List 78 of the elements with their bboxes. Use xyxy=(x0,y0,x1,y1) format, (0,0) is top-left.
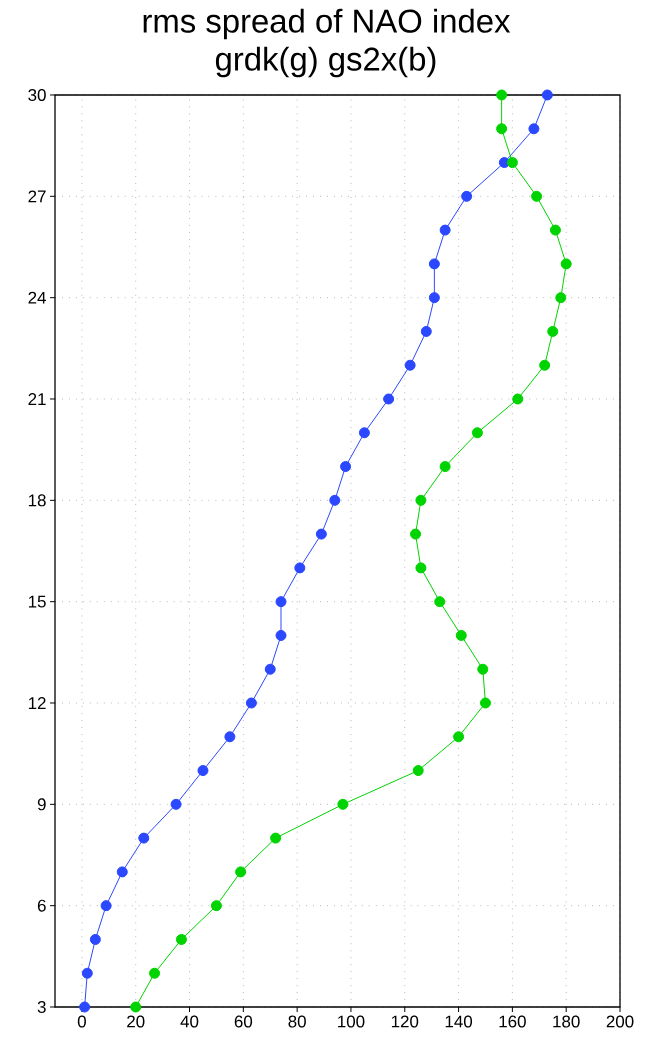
point xyxy=(461,190,473,202)
point xyxy=(555,292,567,304)
point xyxy=(531,190,543,202)
point xyxy=(496,89,508,101)
point xyxy=(116,866,128,878)
point xyxy=(539,359,551,371)
point xyxy=(428,258,440,270)
point xyxy=(170,798,182,810)
point xyxy=(138,832,150,844)
point xyxy=(428,292,440,304)
point xyxy=(404,359,416,371)
y-tick-label: 18 xyxy=(28,494,46,507)
y-tick-label: 6 xyxy=(37,899,46,912)
chart-title: rms spread of NAO index xyxy=(143,8,511,40)
x-tick-label: 140 xyxy=(445,1015,473,1028)
point xyxy=(100,900,112,912)
point xyxy=(477,663,489,675)
point xyxy=(506,157,518,169)
point xyxy=(224,731,236,743)
y-tick-label: 15 xyxy=(28,595,46,608)
point xyxy=(439,224,451,236)
point xyxy=(270,832,282,844)
point xyxy=(264,663,276,675)
point xyxy=(81,967,93,979)
x-tick-label: 100 xyxy=(338,1015,365,1028)
y-tick-label: 30 xyxy=(28,88,46,101)
point xyxy=(210,900,222,912)
point xyxy=(420,325,432,337)
point xyxy=(235,866,247,878)
point xyxy=(528,123,540,135)
point xyxy=(453,731,465,743)
point xyxy=(479,697,491,709)
point xyxy=(541,89,553,101)
point xyxy=(512,393,524,405)
point xyxy=(89,933,101,945)
point xyxy=(275,596,287,608)
x-tick-label: 0 xyxy=(77,1015,86,1028)
y-tick-label: 21 xyxy=(28,393,46,405)
point xyxy=(130,1001,142,1013)
point xyxy=(434,596,446,608)
y-tick-label: 27 xyxy=(28,190,46,203)
x-tick-label: 120 xyxy=(391,1015,419,1028)
point xyxy=(383,393,395,405)
y-tick-label: 3 xyxy=(37,1001,46,1013)
x-tick-label: 200 xyxy=(606,1015,634,1028)
x-tick-label: 60 xyxy=(234,1015,253,1028)
point xyxy=(358,427,370,439)
x-tick-label: 40 xyxy=(180,1015,199,1028)
point xyxy=(294,562,306,574)
point xyxy=(410,528,422,540)
point xyxy=(337,798,349,810)
point xyxy=(315,528,327,540)
point xyxy=(560,258,572,270)
y-tick-label: 24 xyxy=(28,291,46,304)
x-tick-label: 160 xyxy=(499,1015,526,1028)
point xyxy=(412,765,424,777)
point xyxy=(471,427,483,439)
point xyxy=(455,629,467,641)
point xyxy=(329,494,341,506)
x-tick-label: 180 xyxy=(553,1015,580,1028)
point xyxy=(79,1001,91,1013)
point xyxy=(415,494,427,506)
point xyxy=(149,967,161,979)
point xyxy=(245,697,257,709)
point xyxy=(496,123,508,135)
x-tick-label: 80 xyxy=(288,1015,306,1028)
y-tick-label: 12 xyxy=(28,697,46,709)
point xyxy=(415,562,427,574)
point xyxy=(340,461,352,473)
point xyxy=(275,629,287,641)
point xyxy=(439,461,451,473)
point xyxy=(547,325,559,337)
point xyxy=(175,933,187,945)
chart-subtitle: grdk(g) gs2x(b) xyxy=(215,46,436,78)
point xyxy=(197,765,209,777)
point xyxy=(549,224,561,236)
x-tick-label: 20 xyxy=(127,1015,145,1028)
y-tick-label: 9 xyxy=(37,798,46,811)
